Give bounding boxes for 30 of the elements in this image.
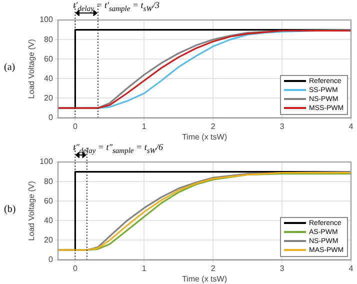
x-tick-label: 3 [280,264,285,273]
y-tick-label: 100 [40,157,54,166]
x-tick-label: 4 [348,122,354,131]
text: t′$_{delay}$ = t′$_{sample}$ = t$_{sW}$/3 [73,0,160,13]
x-tick-label: 0 [72,264,78,273]
x-tick-label: 1 [142,264,147,273]
y-tick-label: 40 [44,74,54,83]
x-tick-label: 1 [142,122,147,131]
y-tick-label: 0 [48,113,54,122]
text: t″$_{delay}$ = t″$_{sample}$ = t$_{sW}$/6 [73,142,164,155]
y-tick-label: 80 [44,34,54,44]
x-tick-label: 2 [210,264,216,273]
text: (b) [4,204,16,215]
y-tick-label: 0 [48,255,54,264]
y-tick-label: 100 [40,15,54,24]
y-tick-label: 60 [44,196,54,206]
y-tick-label: 40 [44,216,54,225]
y-tick-label: 60 [44,54,54,64]
y-tick-label: 20 [44,93,54,102]
x-axis-title: Time (x tsW) [182,132,228,142]
text: (a) [4,62,16,73]
y-tick-label: 80 [44,176,54,186]
x-axis-title: Time (x tsW) [182,274,228,284]
x-tick-label: 3 [280,122,285,131]
x-tick-label: 0 [72,122,78,131]
y-tick-label: 20 [44,235,54,244]
y-axis-title: Load Voltage (V) [27,38,36,99]
y-axis-title: Load Voltage (V) [27,180,36,241]
x-tick-label: 4 [348,264,354,273]
x-tick-label: 2 [210,122,216,131]
